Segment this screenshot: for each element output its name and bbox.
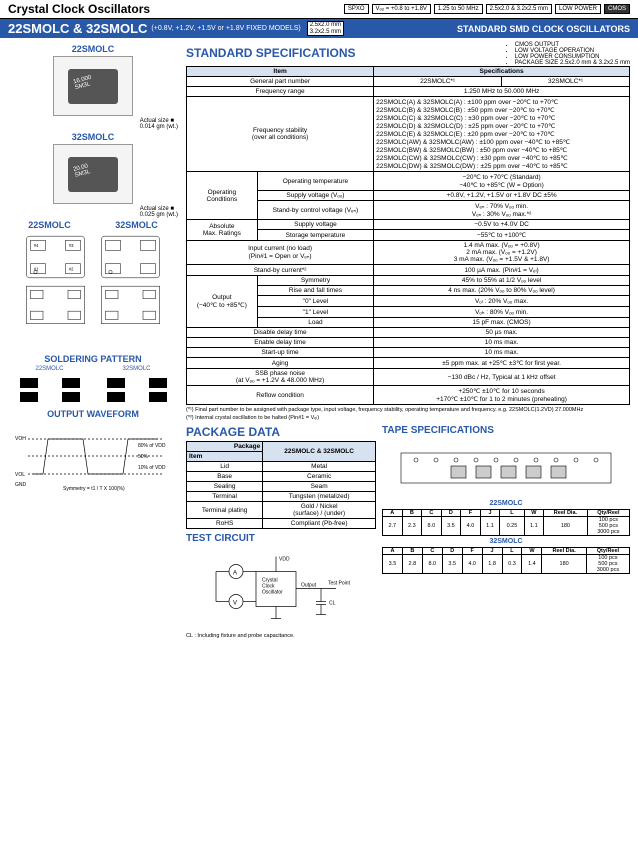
pkg-title: PACKAGE DATA: [186, 425, 376, 439]
note-1: (*¹) Final part number to be assigned wi…: [186, 407, 630, 413]
size-box: 2.5x2.0 mm3.2x2.5 mm: [307, 21, 344, 36]
badge-cmos: CMOS: [604, 4, 630, 14]
waveform-title: OUTPUT WAVEFORM: [8, 409, 178, 419]
spec-table: ItemSpecifications General part number22…: [186, 66, 630, 405]
badge-vdd: Vₒₒ = +0.8 to +1.8V: [372, 4, 431, 14]
svg-text:VOL: VOL: [15, 472, 25, 478]
svg-text:GND: GND: [15, 482, 27, 488]
test-circuit-title: TEST CIRCUIT: [186, 533, 376, 544]
svg-text:80% of VDD: 80% of VDD: [138, 443, 166, 449]
model2-photo: 20.00SM3L: [53, 144, 133, 204]
svg-text:#3: #3: [69, 243, 74, 248]
svg-text:Test Point: Test Point: [328, 580, 351, 586]
svg-text:VOH: VOH: [15, 436, 26, 442]
badge-size: 2.5x2.0 & 3.2x2.5 mm: [486, 4, 552, 14]
badge-freq: 1.25 to 50 MHz: [434, 4, 483, 14]
solder-diagrams: [8, 372, 178, 407]
model1-weight: 0.014 gm (wt.): [8, 124, 178, 130]
svg-text:CL: CL: [329, 600, 336, 606]
footprint-diagrams: #4 #3 #1 #2: [8, 232, 178, 352]
model1-title: 22SMOLC: [8, 44, 178, 54]
model2-title: 32SMOLC: [8, 132, 178, 142]
svg-text:V: V: [233, 600, 237, 606]
svg-text:A: A: [233, 570, 237, 576]
svg-text:Symmetry = t1 / T X 100(%): Symmetry = t1 / T X 100(%): [63, 486, 125, 492]
badge-row: SPXO Vₒₒ = +0.8 to +1.8V 1.25 to 50 MHz …: [344, 4, 630, 14]
svg-text:10% of VDD: 10% of VDD: [138, 465, 166, 471]
badge-lowpower: LOW POWER: [555, 4, 601, 14]
model1-photo: 16.000SM3L: [53, 56, 133, 116]
blue-bar: 22SMOLC & 32SMOLC (+0.8V, +1.2V, +1.5V o…: [0, 19, 638, 38]
page-title: Crystal Clock Oscillators: [8, 2, 150, 16]
test-note: CL : Including fixture and probe capacit…: [186, 633, 376, 639]
tape-22-table: ABCDFJLWReel Dia.Qty/Reel 2.72.38.03.54.…: [382, 509, 630, 536]
svg-text:#2: #2: [69, 267, 74, 272]
tape-32-table: ABCDFJLWReel Dia.Qty/Reel 3.52.88.03.54.…: [382, 547, 630, 574]
solder-title: SOLDERING PATTERN: [8, 354, 178, 364]
badge-spxo: SPXO: [344, 4, 369, 14]
dim2-title: 32SMOLC: [95, 220, 178, 230]
waveform-diagram: VOH VOL GND 80% of VDD 50% 10% of VDD Sy…: [8, 421, 178, 496]
tape-diagram: [382, 438, 630, 498]
dim1-title: 22SMOLC: [8, 220, 91, 230]
svg-text:#1: #1: [34, 267, 39, 272]
svg-text:50%: 50%: [138, 454, 149, 460]
svg-text:#4: #4: [34, 243, 39, 248]
pkg-table: Package22SMOLC & 32SMOLC Item LidMetal B…: [186, 441, 376, 529]
spec-title: STANDARD SPECIFICATIONS: [186, 46, 356, 64]
test-circuit-diagram: Crystal Clock Oscillator VDD A V: [186, 546, 376, 631]
tape-22-title: 22SMOLC: [382, 500, 630, 507]
svg-text:Oscillator: Oscillator: [262, 589, 283, 595]
bar-right-label: STANDARD SMD CLOCK OSCILLATORS: [457, 24, 630, 34]
tape-32-title: 32SMOLC: [382, 538, 630, 545]
tape-title: TAPE SPECIFICATIONS: [382, 425, 630, 436]
model-subtitle: (+0.8V, +1.2V, +1.5V or +1.8V FIXED MODE…: [151, 25, 300, 32]
svg-text:Output: Output: [301, 582, 317, 588]
model-name: 22SMOLC & 32SMOLC: [8, 21, 147, 36]
svg-text:VDD: VDD: [279, 556, 290, 562]
feature-bullets: CMOS OUTPUTLOW VOLTAGE OPERATIONLOW POWE…: [505, 42, 630, 66]
